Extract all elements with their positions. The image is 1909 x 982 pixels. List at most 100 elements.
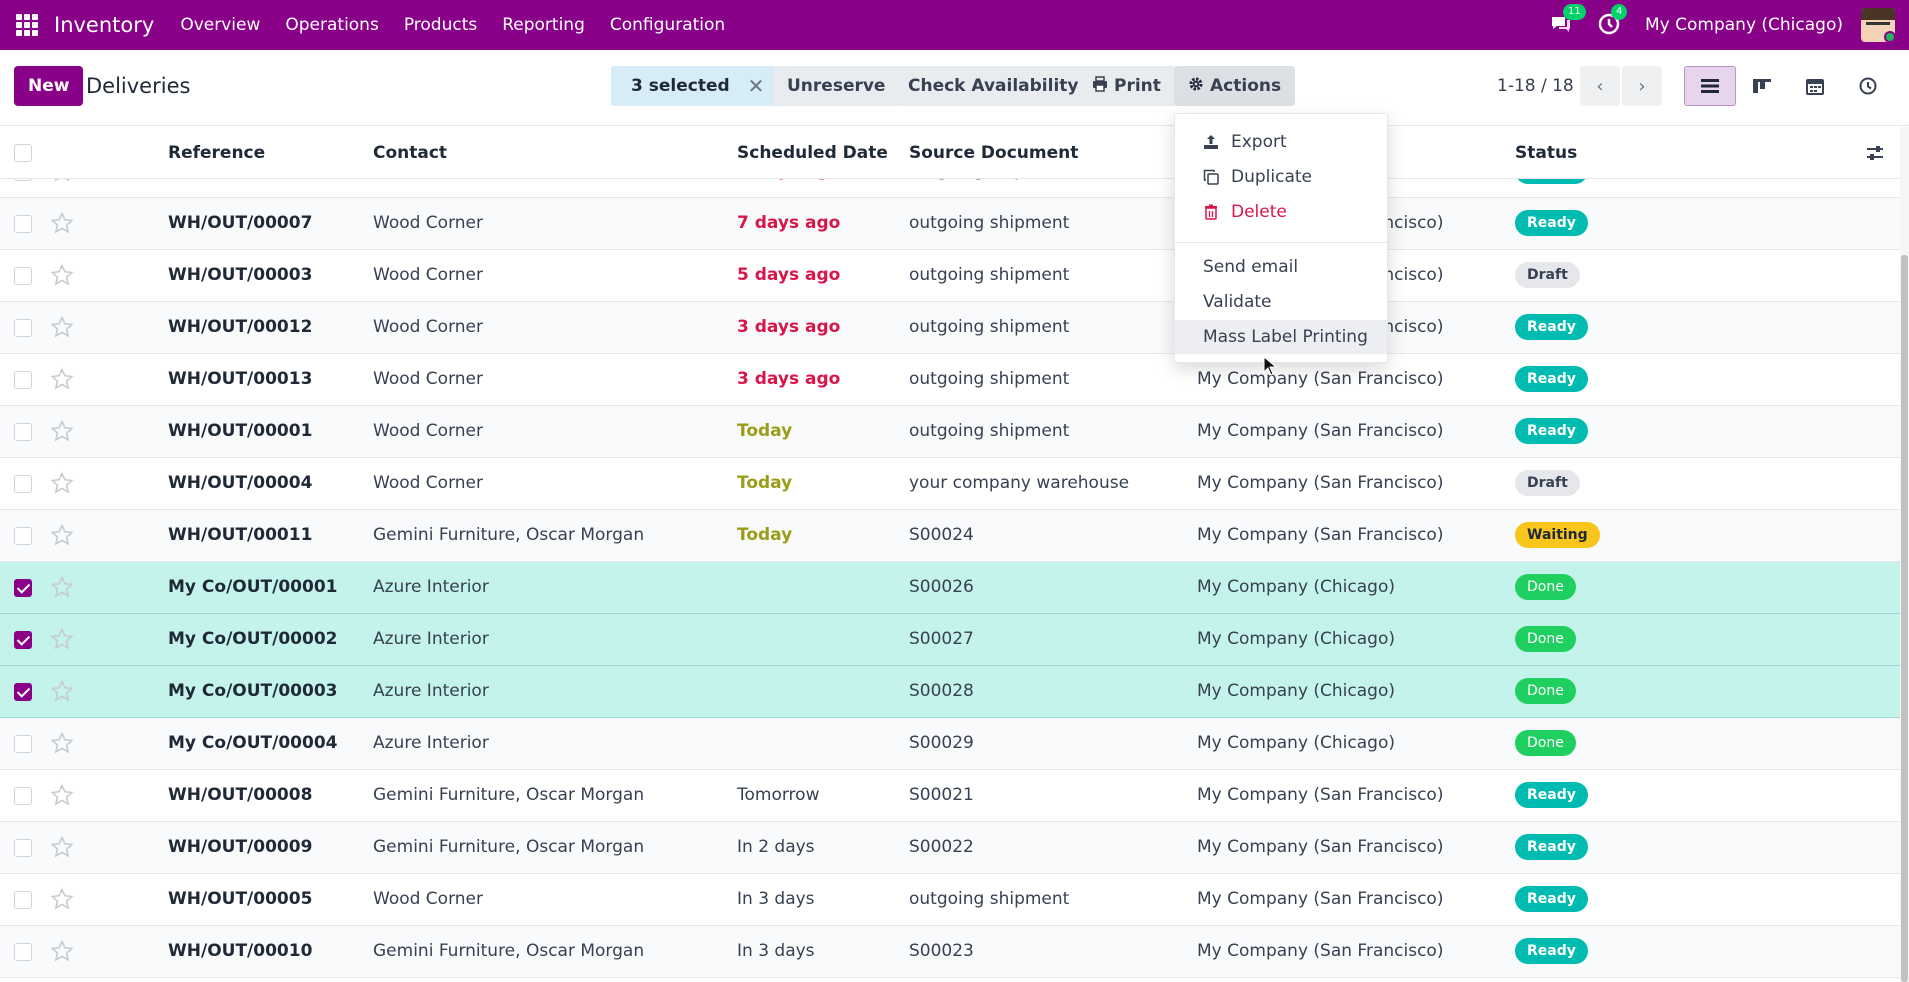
row-source-document: S00023 [909, 941, 974, 961]
priority-star-icon[interactable] [50, 835, 74, 859]
menu-divider [1175, 242, 1387, 243]
activities-count-badge: 4 [1611, 4, 1628, 20]
menu-products[interactable]: Products [403, 15, 478, 35]
unreserve-button[interactable]: Unreserve [773, 66, 900, 106]
row-checkbox[interactable] [14, 943, 32, 961]
pager-previous-icon[interactable]: ‹ [1580, 66, 1620, 106]
priority-star-icon[interactable] [50, 731, 74, 755]
column-contact[interactable]: Contact [373, 143, 448, 163]
status-badge: Done [1515, 626, 1576, 652]
table-row[interactable]: My Co/OUT/00001 Azure Interior S00026 My Co… [0, 562, 1900, 614]
table-row[interactable]: My Co/OUT/00004 Azure Interior S00029 My Co… [0, 718, 1900, 770]
mass-label-printing-menu-item[interactable]: Mass Label Printing [1175, 320, 1387, 354]
select-all-checkbox[interactable] [14, 144, 32, 162]
row-checkbox[interactable] [14, 423, 32, 441]
pager-value[interactable]: 1-18 / 18 [1497, 76, 1574, 96]
row-checkbox[interactable] [14, 683, 32, 701]
table-row[interactable]: WH/OUT/00005 Wood Corner In 3 days outgoing… [0, 874, 1900, 926]
calendar-view-icon[interactable] [1789, 66, 1841, 106]
app-brand[interactable]: Inventory [54, 13, 155, 37]
table-row[interactable]: WH/OUT/00012 Wood Corner 3 days ago outgoin… [0, 302, 1900, 354]
duplicate-menu-item[interactable]: Duplicate [1175, 160, 1387, 194]
row-warehouse: My Company (San Francisco) [1197, 837, 1444, 857]
validate-menu-item[interactable]: Validate [1203, 292, 1272, 312]
table-row[interactable]: WH/OUT/00011 Gemini Furniture, Oscar Morg… [0, 510, 1900, 562]
row-reference: My Co/OUT/00001 [168, 577, 338, 597]
row-source-document: S00021 [909, 785, 974, 805]
table-row[interactable]: WH/OUT/00010 Gemini Furniture, Oscar Morg… [0, 926, 1900, 978]
company-switcher[interactable]: My Company (Chicago) [1645, 15, 1843, 35]
activities-clock-icon[interactable]: 4 [1597, 4, 1628, 38]
row-checkbox[interactable] [14, 787, 32, 805]
scrollbar-thumb[interactable] [1901, 255, 1908, 982]
row-scheduled-date: In 3 days [737, 889, 815, 909]
check-availability-button[interactable]: Check Availability [894, 66, 1093, 106]
row-checkbox[interactable] [14, 215, 32, 233]
send-email-menu-item[interactable]: Send email [1203, 257, 1299, 277]
row-checkbox[interactable] [14, 267, 32, 285]
table-row[interactable]: WH/OUT/00008 Gemini Furniture, Oscar Morg… [0, 770, 1900, 822]
table-row[interactable]: WH/OUT/00003 Wood Corner 5 days ago outgoin… [0, 250, 1900, 302]
column-status[interactable]: Status [1515, 143, 1578, 163]
row-contact: Gemini Furniture, Oscar Morgan [373, 785, 645, 805]
table-row[interactable]: WH/OUT/00009 Gemini Furniture, Oscar Morg… [0, 822, 1900, 874]
row-checkbox[interactable] [14, 891, 32, 909]
table-row[interactable]: WH/OUT/00007 Wood Corner 7 days ago outgoin… [0, 198, 1900, 250]
row-checkbox[interactable] [14, 371, 32, 389]
priority-star-icon[interactable] [50, 783, 74, 807]
new-button[interactable]: New [14, 66, 84, 106]
row-source-document: outgoing shipment [909, 213, 1070, 233]
table-row[interactable]: My Co/OUT/00002 Azure Interior S00027 My Co… [0, 614, 1900, 666]
priority-star-icon[interactable] [50, 679, 74, 703]
priority-star-icon[interactable] [50, 315, 74, 339]
optional-columns-icon[interactable] [1865, 143, 1885, 163]
table-row[interactable]: WH/OUT/00001 Wood Corner Today outgoing shi… [0, 406, 1900, 458]
priority-star-icon[interactable] [50, 887, 74, 911]
menu-reporting[interactable]: Reporting [502, 15, 585, 35]
table-row[interactable]: WH/OUT/00004 Wood Corner Today your company… [0, 458, 1900, 510]
actions-button[interactable]: Actions [1174, 66, 1296, 106]
priority-star-icon[interactable] [50, 471, 74, 495]
clear-selection-icon[interactable]: ✕ [747, 74, 765, 98]
row-checkbox[interactable] [14, 839, 32, 857]
menu-configuration[interactable]: Configuration [609, 15, 726, 35]
column-reference[interactable]: Reference [168, 143, 266, 163]
row-source-document: S00022 [909, 837, 974, 857]
row-checkbox[interactable] [14, 475, 32, 493]
row-reference: WH/OUT/00008 [168, 785, 313, 805]
column-source-document[interactable]: Source Document [909, 143, 1079, 163]
online-status-dot [1884, 31, 1895, 42]
row-checkbox[interactable] [14, 579, 32, 597]
priority-star-icon[interactable] [50, 939, 74, 963]
priority-star-icon[interactable] [50, 575, 74, 599]
menu-operations[interactable]: Operations [285, 15, 379, 35]
priority-star-icon[interactable] [50, 523, 74, 547]
column-scheduled-date[interactable]: Scheduled Date [737, 143, 888, 163]
row-source-document: S00028 [909, 681, 974, 701]
priority-star-icon[interactable] [50, 211, 74, 235]
export-menu-item[interactable]: Export [1175, 125, 1387, 159]
row-contact: Wood Corner [373, 889, 483, 909]
delete-menu-item[interactable]: Delete [1175, 195, 1387, 229]
print-button[interactable]: Print [1078, 66, 1175, 106]
priority-star-icon[interactable] [50, 263, 74, 287]
selected-count: 3 selected [631, 76, 730, 96]
upload-icon [1203, 134, 1219, 150]
priority-star-icon[interactable] [50, 367, 74, 391]
messages-icon[interactable]: 11 [1549, 4, 1586, 38]
table-row[interactable]: My Co/OUT/00003 Azure Interior S00028 My Co… [0, 666, 1900, 718]
table-row[interactable]: WH/OUT/00013 Wood Corner 3 days ago outgoin… [0, 354, 1900, 406]
menu-overview[interactable]: Overview [180, 15, 261, 35]
activity-view-icon[interactable] [1842, 66, 1894, 106]
kanban-view-icon[interactable] [1736, 66, 1788, 106]
row-checkbox[interactable] [14, 527, 32, 545]
row-checkbox[interactable] [14, 735, 32, 753]
row-checkbox[interactable] [14, 631, 32, 649]
apps-grid-icon[interactable] [16, 14, 38, 36]
pager-next-icon[interactable]: › [1622, 66, 1662, 106]
priority-star-icon[interactable] [50, 627, 74, 651]
user-avatar[interactable] [1861, 8, 1895, 42]
row-checkbox[interactable] [14, 319, 32, 337]
list-view-icon[interactable] [1684, 66, 1736, 106]
priority-star-icon[interactable] [50, 419, 74, 443]
